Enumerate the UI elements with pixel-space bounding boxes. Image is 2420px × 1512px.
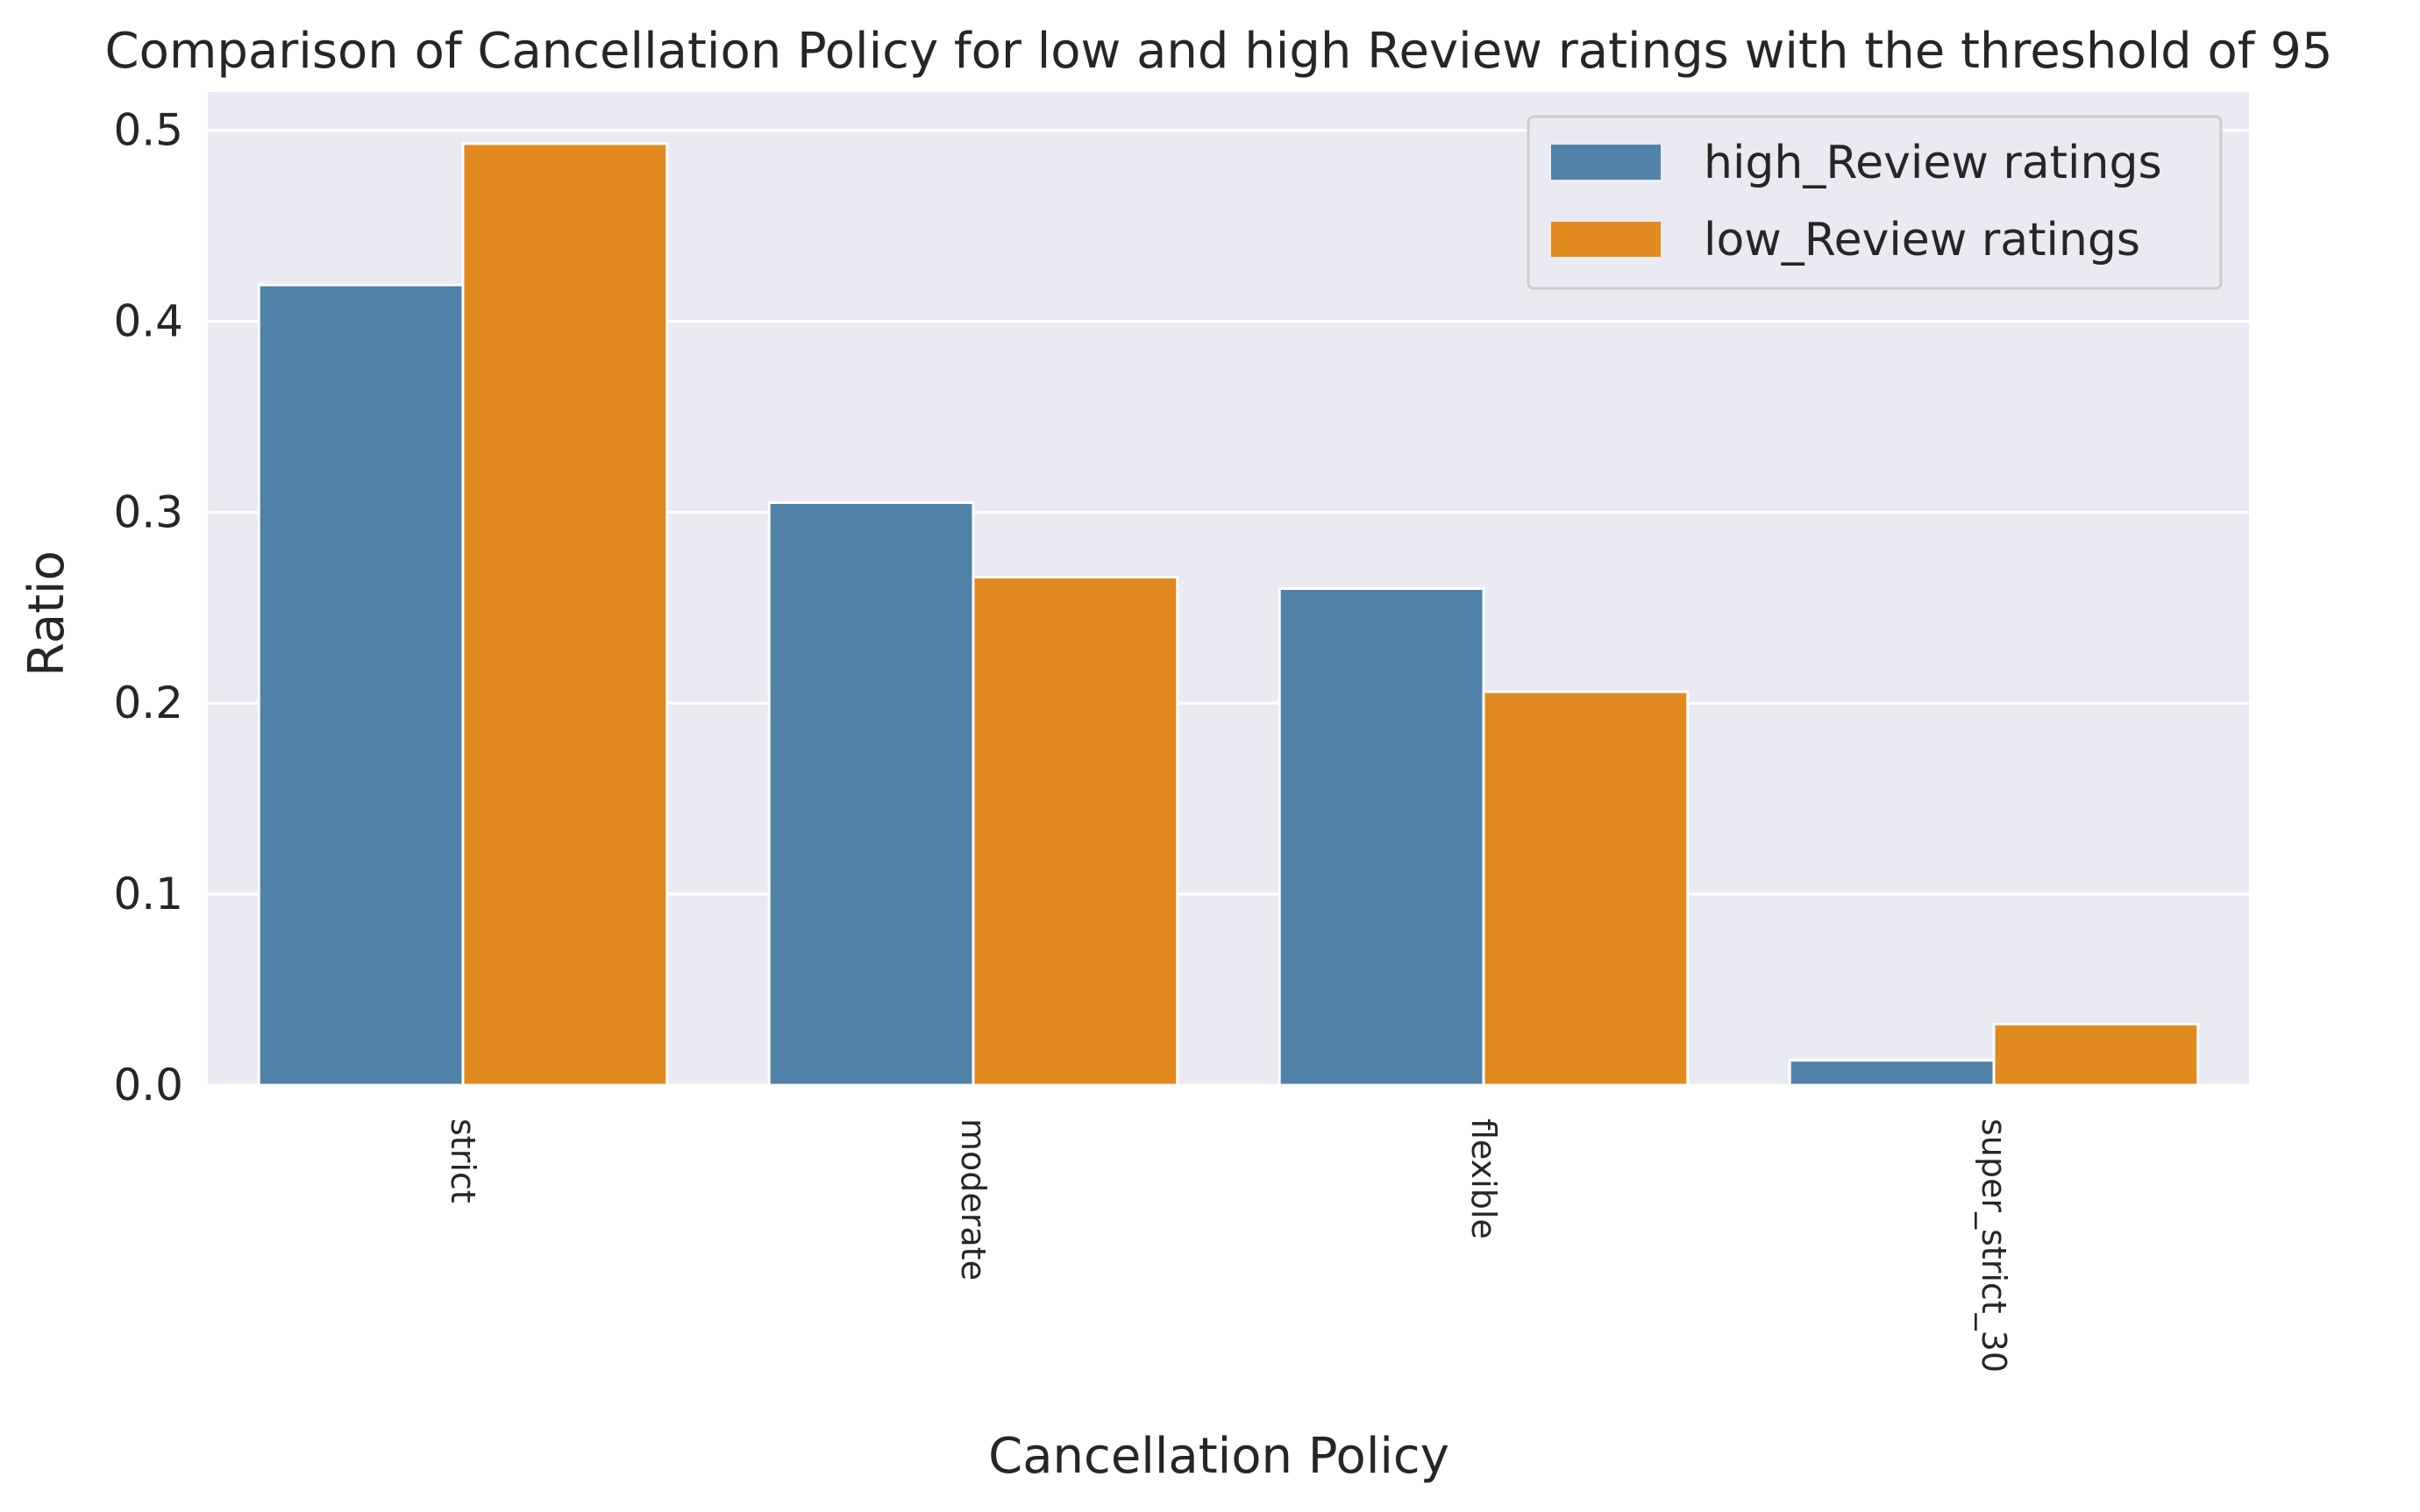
y-axis-ticks: 0.0 0.1 0.2 0.3 0.4 0.5 (113, 105, 183, 1111)
bars (257, 142, 2200, 1087)
x-tick-label: flexible (1464, 1118, 1503, 1239)
bar-moderate-high_Review ratings (767, 500, 975, 1087)
legend-label-high: high_Review ratings (1704, 137, 2162, 189)
legend-swatch-low (1551, 222, 1661, 257)
bar-strict-high_Review ratings (257, 283, 465, 1087)
bar-super_strict_30-low_Review ratings (1992, 1022, 2200, 1087)
y-tick-label: 0.3 (113, 486, 183, 537)
y-tick-label: 0.1 (113, 869, 183, 919)
y-axis-label: Ratio (18, 550, 75, 677)
bar-moderate-low_Review ratings (972, 575, 1179, 1087)
legend: high_Review ratings low_Review ratings (1527, 115, 2223, 290)
legend-swatch-high (1551, 145, 1661, 180)
x-tick-label: moderate (954, 1118, 993, 1281)
y-tick-label: 0.5 (113, 105, 183, 156)
x-tick-label: strict (444, 1118, 482, 1203)
bar-flexible-high_Review ratings (1278, 587, 1485, 1087)
x-tick-label: super_strict_30 (1975, 1118, 2013, 1373)
legend-label-low: low_Review ratings (1704, 214, 2140, 266)
legend-box (1527, 115, 2223, 290)
y-tick-label: 0.2 (113, 678, 183, 728)
bar-flexible-low_Review ratings (1482, 690, 1690, 1087)
y-tick-label: 0.0 (113, 1060, 183, 1111)
x-axis-label: Cancellation Policy (988, 1428, 1449, 1485)
bar-super_strict_30-high_Review ratings (1788, 1059, 1996, 1087)
x-axis-ticks: strict moderate flexible super_strict_30 (444, 1118, 2013, 1373)
chart-title: Comparison of Cancellation Policy for lo… (104, 23, 2332, 80)
y-tick-label: 0.4 (113, 295, 183, 346)
bar-strict-low_Review ratings (461, 142, 669, 1087)
